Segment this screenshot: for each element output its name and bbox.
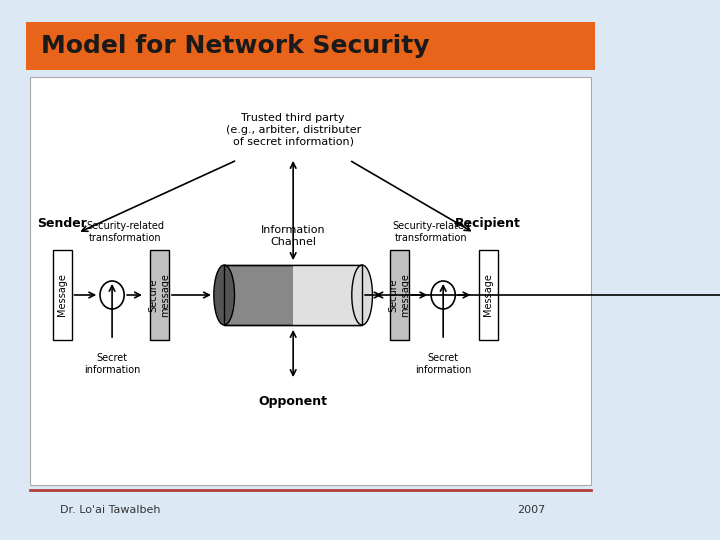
FancyBboxPatch shape — [479, 250, 498, 340]
Text: Security-related
transformation: Security-related transformation — [392, 221, 470, 243]
Bar — [224, 265, 362, 325]
Text: Message: Message — [57, 274, 67, 316]
Ellipse shape — [100, 281, 124, 309]
FancyBboxPatch shape — [53, 250, 71, 340]
FancyBboxPatch shape — [26, 22, 595, 70]
Text: Security-related
transformation: Security-related transformation — [86, 221, 164, 243]
Text: Secret
information: Secret information — [84, 353, 140, 375]
Text: Secret
information: Secret information — [415, 353, 472, 375]
Bar — [224, 265, 362, 325]
Text: Sender: Sender — [37, 217, 87, 230]
FancyBboxPatch shape — [30, 77, 590, 485]
Text: Information
Channel: Information Channel — [261, 225, 325, 247]
Text: 2007: 2007 — [518, 505, 546, 515]
Text: Model for Network Security: Model for Network Security — [41, 34, 430, 58]
Text: Message: Message — [483, 274, 493, 316]
Text: Dr. Lo'ai Tawalbeh: Dr. Lo'ai Tawalbeh — [60, 505, 161, 515]
Ellipse shape — [214, 265, 235, 325]
Text: Secure
message: Secure message — [388, 273, 410, 317]
Ellipse shape — [431, 281, 455, 309]
Text: Opponent: Opponent — [258, 395, 328, 408]
Text: Secure
message: Secure message — [149, 273, 171, 317]
Text: Recipient: Recipient — [455, 217, 521, 230]
Bar — [293, 265, 362, 325]
FancyBboxPatch shape — [390, 250, 409, 340]
Text: Trusted third party
(e.g., arbiter, distributer
of secret information): Trusted third party (e.g., arbiter, dist… — [225, 113, 361, 146]
Ellipse shape — [352, 265, 372, 325]
FancyBboxPatch shape — [150, 250, 169, 340]
